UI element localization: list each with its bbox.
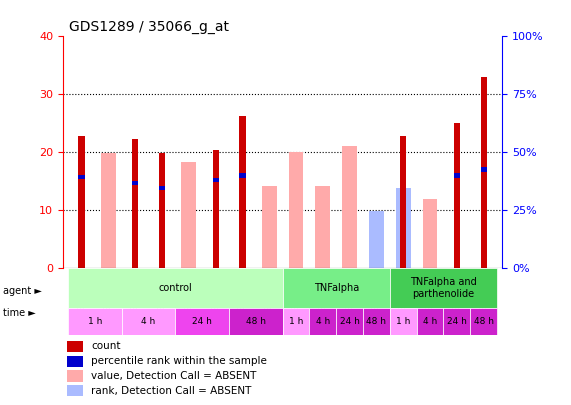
Text: percentile rank within the sample: percentile rank within the sample bbox=[91, 356, 267, 366]
Bar bbox=[78, 136, 85, 268]
Text: 1 h: 1 h bbox=[396, 317, 411, 326]
Text: GSM47305: GSM47305 bbox=[131, 273, 140, 316]
Bar bbox=[67, 371, 83, 382]
Bar bbox=[283, 308, 309, 335]
Bar bbox=[390, 268, 497, 308]
Text: GSM47318: GSM47318 bbox=[452, 273, 461, 316]
Text: 4 h: 4 h bbox=[142, 317, 156, 326]
Text: value, Detection Call = ABSENT: value, Detection Call = ABSENT bbox=[91, 371, 257, 381]
Bar bbox=[309, 308, 336, 335]
Text: GDS1289 / 35066_g_at: GDS1289 / 35066_g_at bbox=[69, 20, 228, 34]
Text: GSM47306: GSM47306 bbox=[158, 273, 167, 316]
Bar bbox=[444, 308, 471, 335]
Bar bbox=[101, 193, 116, 268]
Bar bbox=[68, 308, 122, 335]
Text: TNFalpha and
parthenolide: TNFalpha and parthenolide bbox=[410, 277, 477, 299]
Bar bbox=[471, 308, 497, 335]
Text: 48 h: 48 h bbox=[367, 317, 387, 326]
Bar bbox=[316, 186, 330, 268]
Bar bbox=[67, 385, 83, 396]
Text: GSM47307: GSM47307 bbox=[184, 273, 194, 316]
Bar bbox=[229, 308, 283, 335]
Bar bbox=[417, 308, 444, 335]
Text: GSM47302: GSM47302 bbox=[77, 273, 86, 316]
Bar bbox=[423, 198, 437, 268]
Text: GSM47311: GSM47311 bbox=[292, 273, 300, 316]
Bar bbox=[122, 308, 175, 335]
Text: time ►: time ► bbox=[3, 308, 35, 318]
Bar bbox=[454, 123, 460, 268]
Text: GSM47304: GSM47304 bbox=[104, 273, 113, 316]
Text: control: control bbox=[159, 283, 192, 293]
Text: GSM47309: GSM47309 bbox=[238, 273, 247, 316]
Bar bbox=[182, 190, 196, 268]
Bar bbox=[175, 308, 229, 335]
Bar bbox=[481, 77, 487, 268]
Text: rank, Detection Call = ABSENT: rank, Detection Call = ABSENT bbox=[91, 386, 252, 396]
Bar bbox=[400, 136, 407, 268]
Bar bbox=[396, 188, 411, 268]
Bar bbox=[159, 153, 165, 268]
Bar bbox=[212, 150, 219, 268]
Text: GSM47316: GSM47316 bbox=[425, 273, 435, 316]
Bar bbox=[481, 167, 487, 172]
Bar bbox=[336, 308, 363, 335]
Bar bbox=[212, 178, 219, 182]
Bar bbox=[262, 198, 276, 268]
Bar bbox=[262, 186, 276, 268]
Bar bbox=[159, 186, 165, 190]
Text: TNFalpha: TNFalpha bbox=[313, 283, 359, 293]
Bar bbox=[78, 175, 85, 179]
Bar bbox=[67, 341, 83, 352]
Bar bbox=[289, 211, 303, 268]
Text: GSM47315: GSM47315 bbox=[399, 273, 408, 316]
Text: GSM47308: GSM47308 bbox=[211, 273, 220, 316]
Text: GSM47313: GSM47313 bbox=[345, 273, 354, 316]
Bar bbox=[342, 178, 357, 268]
Bar bbox=[283, 268, 390, 308]
Bar bbox=[369, 211, 384, 268]
Bar bbox=[289, 152, 303, 268]
Bar bbox=[316, 190, 330, 268]
Bar bbox=[67, 356, 83, 367]
Bar bbox=[132, 181, 138, 185]
Text: count: count bbox=[91, 341, 121, 352]
Text: 24 h: 24 h bbox=[340, 317, 360, 326]
Bar bbox=[132, 139, 138, 268]
Bar bbox=[390, 308, 417, 335]
Text: 1 h: 1 h bbox=[289, 317, 303, 326]
Text: GSM47320: GSM47320 bbox=[479, 273, 488, 316]
Text: GSM47314: GSM47314 bbox=[372, 273, 381, 316]
Text: 24 h: 24 h bbox=[447, 317, 467, 326]
Text: 48 h: 48 h bbox=[474, 317, 494, 326]
Bar bbox=[454, 173, 460, 178]
Text: 1 h: 1 h bbox=[88, 317, 102, 326]
Text: agent ►: agent ► bbox=[3, 286, 42, 296]
Bar bbox=[239, 116, 246, 268]
Bar bbox=[101, 153, 116, 268]
Text: 4 h: 4 h bbox=[423, 317, 437, 326]
Bar bbox=[239, 173, 246, 178]
Text: GSM47310: GSM47310 bbox=[265, 273, 274, 316]
Bar bbox=[363, 308, 390, 335]
Text: 4 h: 4 h bbox=[316, 317, 330, 326]
Bar bbox=[68, 268, 283, 308]
Text: 24 h: 24 h bbox=[192, 317, 212, 326]
Text: 48 h: 48 h bbox=[246, 317, 266, 326]
Bar bbox=[182, 162, 196, 268]
Text: GSM47312: GSM47312 bbox=[319, 273, 327, 316]
Bar bbox=[342, 147, 357, 268]
